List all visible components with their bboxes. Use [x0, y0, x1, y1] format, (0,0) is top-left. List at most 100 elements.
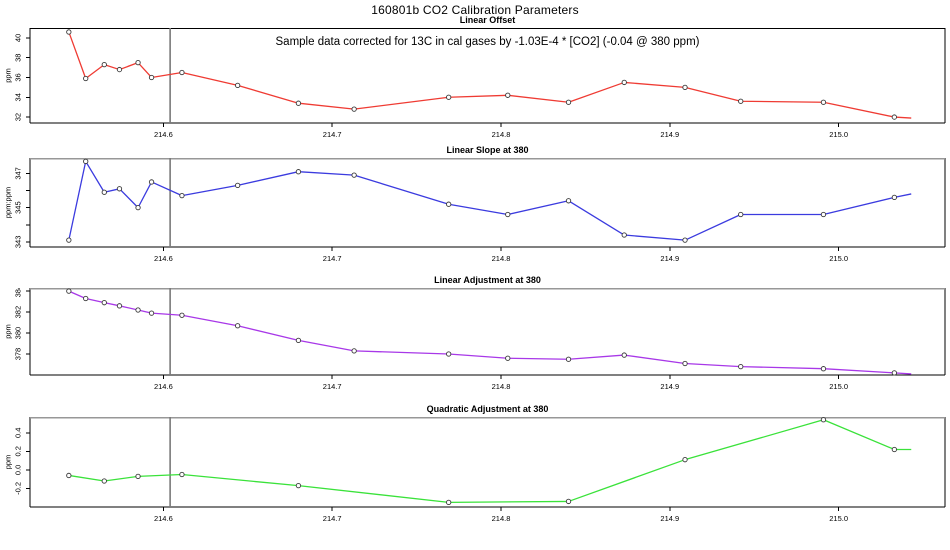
data-point — [179, 69, 185, 76]
figure-title: 160801b CO2 Calibration Parameters — [371, 3, 579, 17]
x-tick-label: 214.6 — [154, 130, 173, 139]
data-point — [891, 194, 898, 201]
data-point — [135, 307, 141, 313]
x-tick-label: 214.8 — [492, 514, 511, 523]
x-tick-label: 214.7 — [323, 130, 342, 139]
data-point — [101, 189, 107, 195]
x-tick-label: 215.0 — [829, 254, 848, 263]
x-tick-label: 214.9 — [660, 254, 679, 263]
plot-linear-adjustment: 214.6 214.7 214.8 214.9 215.0 378 380 382 384 ppm — [4, 288, 946, 391]
data-point — [891, 370, 898, 376]
data-point — [66, 29, 72, 35]
data-point — [295, 100, 302, 106]
x-tick-label: 214.9 — [660, 130, 679, 139]
data-point — [295, 169, 302, 175]
data-points — [66, 417, 898, 506]
y-axis-label: ppm — [4, 455, 13, 470]
data-point — [446, 351, 452, 357]
data-point — [101, 61, 107, 68]
data-point — [83, 295, 89, 302]
data-line — [68, 290, 912, 375]
data-point — [682, 457, 688, 463]
data-point — [820, 417, 827, 423]
data-point — [234, 82, 241, 89]
data-point — [565, 198, 572, 204]
y-tick-label: 0.4 — [14, 428, 23, 438]
data-point — [116, 66, 123, 73]
x-tick-label: 215.0 — [829, 382, 848, 391]
data-point — [565, 99, 572, 105]
data-point — [148, 310, 155, 316]
y-tick-label: 0.0 — [14, 465, 23, 475]
data-point — [135, 59, 141, 66]
data-point — [738, 363, 744, 370]
data-point — [116, 303, 123, 309]
plot-quadratic-adjustment: 214.6 214.7 214.8 214.9 215.0 -0.2 0.0 0.2 0.4 pp… — [4, 417, 946, 523]
data-point — [234, 323, 241, 329]
data-point — [446, 94, 452, 100]
x-tick-label: 214.9 — [660, 382, 679, 391]
data-point — [621, 79, 627, 86]
y-axis-label: ppm — [4, 324, 13, 339]
y-tick-label: 34 — [14, 93, 23, 101]
data-points — [66, 158, 898, 243]
subplot-title-linear-slope: Linear Slope at 380 — [446, 145, 529, 155]
data-point — [179, 312, 185, 318]
data-point — [505, 92, 511, 98]
data-point — [446, 201, 452, 207]
data-point — [505, 355, 511, 361]
data-point — [682, 360, 688, 367]
data-point — [234, 182, 241, 189]
y-tick-label: 343 — [14, 236, 23, 249]
x-tick-label: 214.7 — [323, 254, 342, 263]
data-point — [738, 98, 744, 104]
data-point — [738, 211, 744, 218]
subplot-title-linear-offset: Linear Offset — [459, 15, 516, 25]
x-tick-label: 215.0 — [829, 130, 848, 139]
data-point — [565, 498, 572, 505]
y-tick-label: 345 — [14, 201, 23, 214]
x-tick-label: 214.6 — [154, 254, 173, 263]
data-point — [891, 446, 898, 453]
y-axis-label: ppm:ppm — [4, 187, 13, 218]
data-point — [116, 186, 123, 192]
y-tick-label: 38 — [14, 54, 23, 62]
subplot-title-quadratic-adjustment: Quadratic Adjustment at 380 — [426, 404, 549, 414]
data-point — [148, 74, 155, 81]
data-point — [682, 84, 688, 91]
x-tick-label: 214.6 — [154, 514, 173, 523]
y-tick-label: 378 — [14, 348, 23, 361]
x-tick-label: 214.8 — [492, 382, 511, 391]
y-tick-label: -0.2 — [14, 482, 23, 495]
data-point — [351, 106, 357, 112]
data-point — [66, 237, 72, 243]
data-point — [101, 478, 107, 484]
data-point — [621, 232, 627, 238]
y-tick-label: 36 — [14, 73, 23, 81]
data-point — [101, 300, 107, 306]
data-line — [68, 419, 912, 504]
y-tick-label: 384 — [14, 288, 23, 297]
axes — [26, 28, 946, 127]
data-point — [66, 288, 72, 294]
y-tick-label: 347 — [14, 167, 23, 180]
axes — [26, 288, 946, 379]
data-point — [66, 472, 72, 479]
data-point — [135, 473, 141, 480]
data-points — [66, 288, 898, 376]
axes — [26, 158, 946, 251]
data-point — [891, 114, 898, 120]
data-point — [83, 75, 89, 82]
x-tick-label: 214.7 — [323, 514, 342, 523]
plot-linear-offset: 214.6 214.7 214.8 214.9 215.0 32 34 36 38 40 ppm Sa… — [4, 28, 946, 139]
data-point — [351, 172, 357, 178]
data-point — [505, 211, 511, 218]
data-point — [820, 366, 827, 372]
subplot-title-linear-adjustment: Linear Adjustment at 380 — [434, 275, 541, 285]
data-point — [351, 348, 357, 354]
y-tick-label: 32 — [14, 113, 23, 121]
y-tick-label: 380 — [14, 327, 23, 340]
data-point — [148, 179, 155, 185]
data-point — [179, 193, 185, 199]
data-point — [820, 99, 827, 105]
